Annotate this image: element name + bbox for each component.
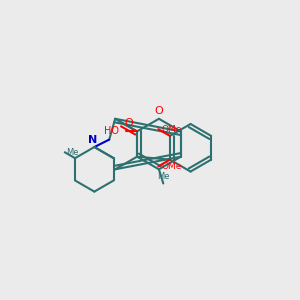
Text: Me: Me	[157, 172, 170, 181]
Text: O: O	[124, 118, 133, 128]
Text: HO: HO	[104, 126, 119, 136]
Text: Me: Me	[66, 148, 79, 157]
Text: OMe: OMe	[161, 162, 182, 171]
Text: OMe: OMe	[161, 125, 182, 134]
Text: N: N	[88, 135, 98, 145]
Text: O: O	[154, 106, 163, 116]
